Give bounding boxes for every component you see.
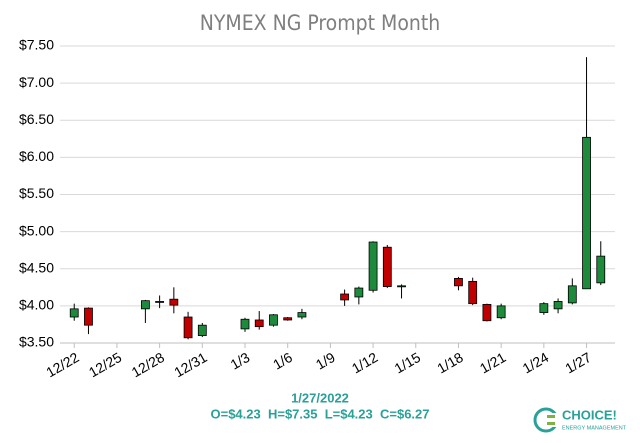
y-tick-label: $7.50 bbox=[19, 37, 54, 53]
x-tick-label: 12/25 bbox=[86, 349, 125, 380]
y-tick-label: $4.00 bbox=[19, 297, 54, 313]
candle-body bbox=[84, 307, 93, 326]
candle-body bbox=[283, 317, 293, 321]
candle-body bbox=[596, 255, 606, 284]
y-tick-label: $5.00 bbox=[19, 222, 54, 238]
x-tick-label: 1/9 bbox=[313, 349, 338, 373]
x-tick-label: 1/24 bbox=[520, 349, 552, 377]
candle-body bbox=[240, 318, 250, 330]
x-tick-label: 1/3 bbox=[227, 349, 252, 373]
logo: CHOICE! ENERGY MANAGEMENT bbox=[533, 407, 627, 433]
candle-body bbox=[397, 285, 406, 288]
logo-tagline: ENERGY MANAGEMENT bbox=[562, 425, 627, 431]
candle-body bbox=[582, 136, 591, 290]
x-tick-label: 12/28 bbox=[129, 349, 168, 380]
y-tick-label: $7.00 bbox=[19, 74, 54, 90]
y-tick-label: $5.50 bbox=[19, 185, 54, 201]
candle-body bbox=[155, 301, 165, 303]
candle-body bbox=[567, 285, 577, 304]
x-tick-label: 1/18 bbox=[434, 349, 466, 377]
candle-body bbox=[183, 316, 193, 339]
candle-body bbox=[382, 246, 392, 287]
candle-body bbox=[454, 278, 463, 287]
x-tick-label: 1/6 bbox=[270, 349, 295, 373]
x-tick-label: 1/12 bbox=[349, 349, 381, 377]
x-tick-label: 1/21 bbox=[477, 349, 509, 377]
x-tick-label: 12/31 bbox=[171, 349, 210, 380]
x-tick-label: 1/15 bbox=[392, 349, 424, 377]
candle-body bbox=[197, 324, 207, 336]
candle-body bbox=[482, 303, 492, 322]
candle-body bbox=[496, 305, 506, 319]
candle-body bbox=[468, 280, 478, 305]
candle-body bbox=[553, 301, 563, 310]
candle-body bbox=[69, 308, 79, 318]
info-ohlc: O=$4.23 H=$7.35 L=$4.23 C=$6.27 bbox=[211, 406, 430, 421]
candle-body bbox=[368, 241, 378, 291]
candle-body bbox=[140, 300, 150, 310]
y-tick-label: $6.00 bbox=[19, 148, 54, 164]
x-tick-label: 1/27 bbox=[562, 349, 594, 377]
candle-body bbox=[269, 314, 278, 326]
candle-body bbox=[539, 303, 549, 313]
x-tick-label: 12/22 bbox=[43, 349, 82, 380]
logo-name: CHOICE! bbox=[562, 407, 617, 422]
candle-body bbox=[354, 287, 364, 298]
chart-title: NYMEX NG Prompt Month bbox=[200, 11, 441, 35]
y-tick-label: $6.50 bbox=[19, 111, 54, 127]
logo-icon-bars bbox=[547, 415, 555, 425]
candle-body bbox=[297, 312, 307, 318]
info-date: 1/27/2022 bbox=[291, 390, 349, 405]
candle-body bbox=[340, 293, 350, 301]
y-tick-label: $4.50 bbox=[19, 259, 54, 275]
y-tick-label: $3.50 bbox=[19, 334, 54, 350]
candle-body bbox=[169, 298, 179, 306]
candle-body bbox=[254, 319, 264, 328]
